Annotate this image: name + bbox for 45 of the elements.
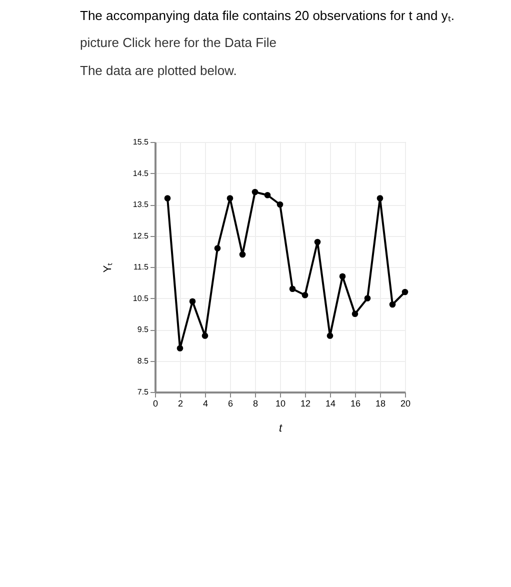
point: [339, 273, 346, 280]
x-tick-label: 4: [202, 398, 208, 408]
x-tick-label: 12: [300, 398, 311, 408]
x-tick-label: 6: [228, 398, 234, 408]
point: [176, 345, 184, 352]
y-axis-title: Yₜ: [102, 262, 114, 273]
x-tick-label: 2: [178, 398, 184, 408]
point: [376, 195, 384, 202]
point: [264, 192, 271, 198]
point: [389, 301, 396, 308]
point: [302, 292, 308, 298]
point: [226, 195, 234, 202]
point: [352, 310, 358, 318]
x-tick-label: 0: [152, 398, 158, 408]
chart-title: The accompanying data file contains 20 observations for t and yₜ.: [80, 8, 454, 23]
y-tick-label: 11.5: [134, 262, 150, 272]
point: [252, 188, 258, 196]
point: [276, 201, 284, 208]
x-axis-title: t: [278, 422, 283, 434]
point: [289, 286, 296, 292]
point: [214, 245, 221, 252]
point: [402, 288, 408, 296]
point: [202, 332, 208, 339]
point: [326, 332, 334, 339]
y-tick-label: 8.5: [137, 356, 150, 366]
point: [314, 238, 321, 246]
x-tick-label: 8: [252, 398, 258, 408]
x-tick-label: 16: [350, 398, 361, 408]
point: [239, 251, 246, 258]
text: The data are plotted below.: [80, 63, 237, 78]
text: picture Click here for the Data File: [80, 35, 277, 50]
point: [164, 195, 171, 202]
y-tick-label: 7.5: [137, 388, 150, 396]
y-tick-label: 12.5: [132, 231, 150, 240]
point: [189, 298, 196, 305]
y-tick-label: 15.5: [132, 138, 150, 146]
x-tick-label: 20: [400, 398, 411, 408]
y-tick-label: 14.5: [132, 168, 150, 178]
y-tick-label: 13.5: [132, 200, 150, 209]
point: [364, 295, 371, 302]
y-tick-label: 10.5: [132, 294, 150, 303]
x-tick-label: 10: [275, 398, 286, 408]
y-tick-label: 9.5: [137, 325, 150, 334]
x-tick-label: 18: [375, 398, 386, 408]
x-tick-label: 14: [325, 398, 336, 408]
